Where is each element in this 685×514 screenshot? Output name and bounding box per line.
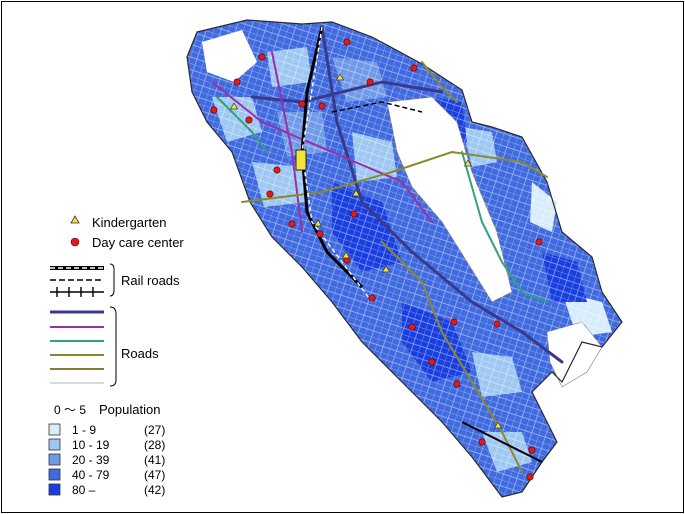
kindergarten-marker	[335, 73, 345, 81]
kindergarten-marker	[381, 265, 391, 273]
rail-dashed-2	[331, 101, 423, 113]
kindergarten-markers	[229, 73, 503, 429]
road-purple-2	[271, 51, 303, 233]
day-care-marker	[350, 210, 358, 218]
road-olive-2	[381, 241, 523, 473]
railroads	[295, 26, 543, 463]
day-care-marker	[318, 102, 326, 110]
rail-legend-label: Rail roads	[121, 273, 180, 288]
day-care-marker	[245, 116, 253, 124]
day-care-marker	[298, 100, 306, 108]
day-care-marker	[266, 190, 274, 198]
population-range-5: 80 –	[72, 483, 96, 497]
population-heading-range: 0 ～ 5	[54, 403, 86, 417]
day-care-marker	[258, 53, 266, 61]
population-swatch-2	[48, 438, 61, 451]
rail-bracket	[109, 263, 115, 297]
road-green	[461, 151, 548, 303]
kindergarten-marker	[463, 159, 473, 167]
road-olive	[241, 150, 548, 203]
kindergarten-marker	[493, 421, 503, 429]
rail-solid	[300, 26, 364, 289]
day-care-markers	[210, 38, 543, 481]
road-network	[211, 25, 564, 473]
road-olive-3	[421, 61, 458, 103]
day-care-marker	[526, 473, 534, 481]
rail-dashed	[301, 26, 373, 303]
day-care-marker	[428, 358, 436, 366]
station-marker	[295, 149, 307, 171]
day-care-marker	[410, 64, 418, 72]
kindergarten-legend-icon	[70, 215, 80, 224]
roads-bracket	[109, 306, 117, 387]
population-swatch-4	[48, 468, 61, 481]
rail-south	[461, 421, 543, 463]
day-care-legend-label: Day care center	[92, 235, 184, 250]
day-care-marker	[316, 230, 324, 238]
population-swatch-3	[48, 453, 61, 466]
day-care-marker	[453, 380, 461, 388]
population-swatch-5	[48, 483, 61, 496]
population-count-4: (47)	[144, 468, 165, 482]
day-care-marker	[368, 294, 376, 302]
road-major	[320, 25, 564, 364]
population-range-4: 40 - 79	[72, 468, 110, 482]
day-care-marker	[366, 78, 374, 86]
day-care-marker	[450, 318, 458, 326]
day-care-marker	[535, 238, 543, 246]
population-count-5: (42)	[144, 483, 165, 497]
roads-legend-label: Roads	[121, 346, 159, 361]
road-green-2	[216, 96, 268, 153]
day-care-marker	[478, 438, 486, 446]
day-care-marker	[233, 78, 241, 86]
day-care-marker	[493, 320, 501, 328]
population-count-1: (27)	[144, 423, 165, 437]
population-heading-label: Population	[99, 402, 160, 417]
day-care-legend-icon	[70, 237, 80, 247]
day-care-marker	[273, 166, 281, 174]
day-care-marker	[343, 38, 351, 46]
city-area	[186, 19, 623, 498]
kindergarten-marker	[351, 189, 361, 197]
kindergarten-marker	[341, 251, 351, 259]
day-care-marker	[210, 106, 218, 114]
population-range-3: 20 - 39	[72, 453, 110, 467]
road-major-2	[250, 80, 444, 104]
day-care-marker	[408, 323, 416, 331]
population-range-1: 1 - 9	[72, 423, 96, 437]
road-purple	[211, 81, 433, 223]
population-swatch-1	[48, 423, 61, 436]
population-count-2: (28)	[144, 438, 165, 452]
day-care-marker	[528, 446, 536, 454]
day-care-marker	[288, 220, 296, 228]
legend: Kindergarten Day care center Rail roads …	[48, 215, 184, 497]
kindergarten-marker	[229, 102, 239, 110]
kindergarten-legend-label: Kindergarten	[92, 215, 166, 230]
kindergarten-marker	[313, 219, 323, 227]
population-range-2: 10 - 19	[72, 438, 110, 452]
population-count-3: (41)	[144, 453, 165, 467]
